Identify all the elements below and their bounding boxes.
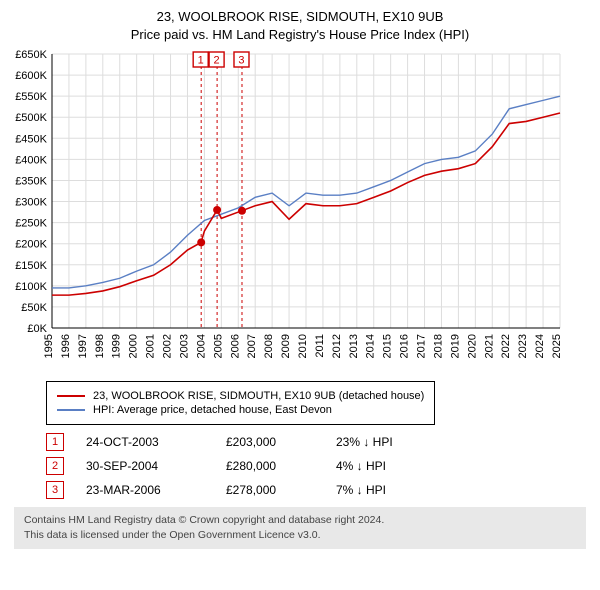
svg-text:2005: 2005 xyxy=(212,334,224,358)
svg-text:2024: 2024 xyxy=(534,334,546,358)
svg-text:1998: 1998 xyxy=(94,334,106,358)
svg-text:£600K: £600K xyxy=(15,70,47,82)
legend-row: HPI: Average price, detached house, East… xyxy=(57,404,424,416)
legend-label: HPI: Average price, detached house, East… xyxy=(93,404,332,416)
svg-text:2022: 2022 xyxy=(500,334,512,358)
sale-hpi: 23% ↓ HPI xyxy=(336,435,436,449)
svg-text:2023: 2023 xyxy=(517,334,529,358)
svg-text:1995: 1995 xyxy=(43,334,55,358)
svg-text:£400K: £400K xyxy=(15,155,47,167)
sale-row: 3 23-MAR-2006£278,0007% ↓ HPI xyxy=(46,481,586,499)
svg-text:£550K: £550K xyxy=(15,92,47,104)
legend-swatch xyxy=(57,409,85,411)
legend: 23, WOOLBROOK RISE, SIDMOUTH, EX10 9UB (… xyxy=(46,381,435,425)
svg-text:1: 1 xyxy=(198,55,204,67)
svg-text:£500K: £500K xyxy=(15,113,47,125)
sale-badge: 1 xyxy=(46,433,64,451)
svg-text:£200K: £200K xyxy=(15,239,47,251)
svg-text:2000: 2000 xyxy=(128,334,140,358)
svg-text:2008: 2008 xyxy=(263,334,275,358)
svg-text:2025: 2025 xyxy=(551,334,563,358)
sale-price: £203,000 xyxy=(226,435,336,449)
sale-price: £278,000 xyxy=(226,483,336,497)
svg-text:1997: 1997 xyxy=(77,334,89,358)
svg-text:2019: 2019 xyxy=(449,334,461,358)
sale-date: 24-OCT-2003 xyxy=(86,435,226,449)
svg-text:2001: 2001 xyxy=(145,334,157,358)
legend-row: 23, WOOLBROOK RISE, SIDMOUTH, EX10 9UB (… xyxy=(57,390,424,402)
sale-date: 23-MAR-2006 xyxy=(86,483,226,497)
title-line-2: Price paid vs. HM Land Registry's House … xyxy=(8,26,592,44)
sale-badge: 2 xyxy=(46,457,64,475)
chart-title: 23, WOOLBROOK RISE, SIDMOUTH, EX10 9UB P… xyxy=(8,8,592,44)
svg-text:2006: 2006 xyxy=(229,334,241,358)
sale-date: 30-SEP-2004 xyxy=(86,459,226,473)
svg-text:2021: 2021 xyxy=(483,334,495,358)
legend-label: 23, WOOLBROOK RISE, SIDMOUTH, EX10 9UB (… xyxy=(93,390,424,402)
title-line-1: 23, WOOLBROOK RISE, SIDMOUTH, EX10 9UB xyxy=(8,8,592,26)
svg-text:2009: 2009 xyxy=(280,334,292,358)
svg-text:2007: 2007 xyxy=(246,334,258,358)
sale-row: 1 24-OCT-2003£203,00023% ↓ HPI xyxy=(46,433,586,451)
sales-table: 1 24-OCT-2003£203,00023% ↓ HPI 2 30-SEP-200… xyxy=(46,433,586,499)
svg-text:2004: 2004 xyxy=(195,334,207,358)
svg-text:2015: 2015 xyxy=(382,334,394,358)
sale-hpi: 7% ↓ HPI xyxy=(336,483,436,497)
price-chart: £0K £50K £100K £150K £200K £250K £300K £350K £40… xyxy=(8,48,568,368)
svg-text:2: 2 xyxy=(214,55,220,67)
svg-text:1996: 1996 xyxy=(60,334,72,358)
svg-text:£100K: £100K xyxy=(15,281,47,293)
svg-text:£50K: £50K xyxy=(21,302,47,314)
svg-text:2014: 2014 xyxy=(365,334,377,358)
svg-text:2010: 2010 xyxy=(297,334,309,358)
svg-text:2012: 2012 xyxy=(331,334,343,358)
svg-text:2011: 2011 xyxy=(314,334,326,358)
svg-text:£150K: £150K xyxy=(15,260,47,272)
svg-text:2013: 2013 xyxy=(348,334,360,358)
svg-text:2002: 2002 xyxy=(162,334,174,358)
svg-text:2020: 2020 xyxy=(466,334,478,358)
svg-text:£650K: £650K xyxy=(15,49,47,61)
svg-text:1999: 1999 xyxy=(111,334,123,358)
sale-row: 2 30-SEP-2004£280,0004% ↓ HPI xyxy=(46,457,586,475)
svg-text:£0K: £0K xyxy=(27,323,47,335)
svg-text:£450K: £450K xyxy=(15,134,47,146)
sale-price: £280,000 xyxy=(226,459,336,473)
footer-attribution: Contains HM Land Registry data © Crown c… xyxy=(14,507,586,548)
chart-area: £0K £50K £100K £150K £200K £250K £300K £350K £40… xyxy=(8,48,592,373)
svg-text:£300K: £300K xyxy=(15,197,47,209)
svg-text:2016: 2016 xyxy=(399,334,411,358)
svg-text:£250K: £250K xyxy=(15,218,47,230)
legend-swatch xyxy=(57,395,85,397)
footer-line-2: This data is licensed under the Open Gov… xyxy=(24,528,576,543)
svg-text:2017: 2017 xyxy=(416,334,428,358)
sale-badge: 3 xyxy=(46,481,64,499)
svg-text:£350K: £350K xyxy=(15,176,47,188)
svg-text:3: 3 xyxy=(238,55,244,67)
svg-text:2018: 2018 xyxy=(432,334,444,358)
sale-hpi: 4% ↓ HPI xyxy=(336,459,436,473)
svg-text:2003: 2003 xyxy=(178,334,190,358)
footer-line-1: Contains HM Land Registry data © Crown c… xyxy=(24,513,576,528)
